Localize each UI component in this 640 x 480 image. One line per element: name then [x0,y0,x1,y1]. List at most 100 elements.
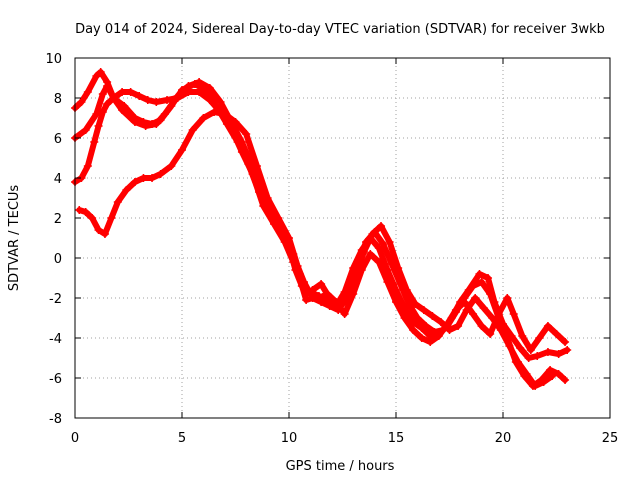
data-point-marker [411,300,420,308]
data-point-marker [469,310,478,318]
data-point-marker [306,290,315,298]
data-point-marker [122,186,131,194]
data-point-marker [88,214,97,222]
data-point-marker [486,290,495,298]
data-point-marker [563,346,572,354]
data-point-marker [392,298,400,306]
data-point-marker [103,100,112,108]
data-point-marker [109,94,118,102]
data-point-marker [349,290,358,298]
x-axis: 0 5 10 15 20 25 [71,58,618,446]
y-tick-label: 2 [54,212,62,227]
data-point-marker [92,110,101,118]
data-point-marker [107,214,116,222]
data-point-marker [332,298,341,306]
data-point-marker [94,226,103,234]
data-point-marker [477,322,486,330]
data-point-marker [242,130,251,138]
data-point-marker [270,220,279,228]
series-track-2 [71,68,570,390]
data-point-marker [156,116,165,124]
data-point-marker [548,372,557,380]
data-point-marker [400,314,409,322]
data-point-marker [259,202,268,210]
data-point-marker [148,174,157,182]
data-point-marker [445,326,454,334]
data-point-marker [96,68,105,76]
data-point-marker [148,120,157,128]
data-point-marker [205,96,214,104]
data-point-marker [323,290,332,298]
data-point-marker [531,382,540,390]
data-point-marker [340,310,349,318]
data-point-marker [496,326,505,334]
x-tick-label: 20 [495,431,512,446]
data-point-marker [293,262,302,270]
data-point-marker [533,352,542,360]
data-point-marker [434,332,443,340]
data-point-marker [113,198,122,206]
data-point-marker [428,312,437,320]
data-point-marker [374,244,383,252]
data-point-marker [94,122,103,130]
data-point-marker [426,338,435,346]
series-layer [71,68,572,390]
data-point-marker [231,118,240,126]
data-point-marker [479,304,488,312]
data-point-marker [81,126,90,134]
data-point-marker [325,302,334,310]
data-point-marker [75,206,84,214]
x-tick-label: 15 [388,431,405,446]
data-point-marker [163,96,172,104]
data-point-marker [379,240,388,248]
data-point-marker [417,334,426,342]
data-point-marker [385,238,394,246]
data-point-marker [409,326,418,334]
data-point-marker [143,96,152,104]
data-point-marker [561,376,570,384]
chart-title: Day 014 of 2024, Sidereal Day-to-day VTE… [75,22,605,37]
data-point-marker [263,194,272,202]
data-point-marker [535,334,544,342]
y-tick-label: 6 [54,132,62,147]
data-point-marker [469,282,478,290]
data-point-marker [516,344,525,352]
data-point-marker [90,138,99,146]
data-point-marker [252,162,261,170]
data-point-marker [317,280,326,288]
y-tick-label: -8 [49,412,62,427]
plot-frame [74,57,611,419]
y-tick-label: -4 [49,332,62,347]
data-point-marker [494,310,503,318]
data-point-marker [156,170,165,178]
data-point-marker [454,322,463,330]
data-point-marker [554,350,563,358]
y-axis-title: SDTVAR / TECUs [7,185,22,292]
data-point-marker [503,294,512,302]
data-point-marker [237,148,246,156]
data-point-marker [518,332,527,340]
grid [75,58,610,418]
data-point-marker [314,294,323,302]
data-point-marker [83,162,92,170]
data-point-marker [546,366,555,374]
data-point-marker [436,318,445,326]
data-point-marker [248,170,257,178]
data-point-marker [443,320,452,328]
data-point-marker [477,278,486,286]
series-band [72,69,569,389]
data-point-marker [139,118,148,126]
data-point-marker [120,102,129,110]
data-point-marker [486,330,495,338]
data-point-marker [92,72,101,80]
data-point-marker [83,88,92,96]
data-point-marker [484,274,493,282]
data-point-marker [77,98,86,106]
data-point-marker [210,108,219,116]
data-point-marker [505,342,514,350]
data-point-marker [394,264,403,272]
y-tick-label: 8 [54,92,62,107]
data-point-marker [190,80,199,88]
y-tick-label: 10 [45,52,62,67]
data-point-marker [413,314,422,322]
